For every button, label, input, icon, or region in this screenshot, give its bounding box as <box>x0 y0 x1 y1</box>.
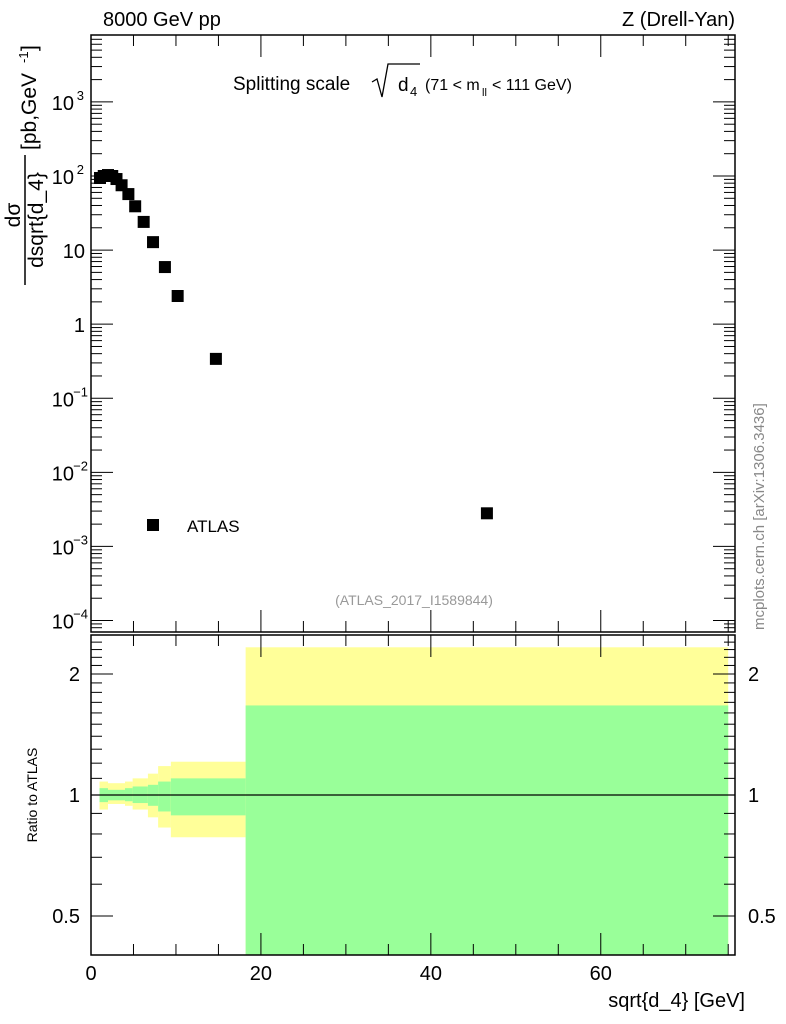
title-ll: ll <box>482 87 487 99</box>
title-rest: (71 < m <box>425 77 480 94</box>
ylabel-close: ] <box>18 45 41 51</box>
ratio-plot: 0 20 40 60 0.5 0.5 1 1 2 2 <box>52 634 776 985</box>
y-tick-label: 10 <box>63 241 85 263</box>
data-point-atlas <box>158 261 171 274</box>
x-tick-label: 60 <box>590 963 612 985</box>
title-main: Splitting scale <box>233 74 350 95</box>
y-tick-label-exponent: −1 <box>73 384 88 399</box>
ylabel-den: dsqrt{d_4} <box>25 172 48 268</box>
y-tick-label: 10 <box>52 463 74 485</box>
legend: ATLAS <box>147 517 240 536</box>
y-axis-label-upper: dσ dsqrt{d_4} [pb,GeV -1 ] <box>2 45 48 285</box>
ratio-y-tick-label-right: 2 <box>748 664 759 686</box>
x-tick-label: 0 <box>85 963 96 985</box>
y-tick-label-exponent: −3 <box>73 532 88 547</box>
data-point-atlas <box>122 188 135 201</box>
y-tick-label-exponent: −4 <box>73 607 88 622</box>
title-sub: 4 <box>410 84 417 99</box>
title-d: d <box>398 75 409 96</box>
header-left: 8000 GeV pp <box>103 9 221 31</box>
data-point-atlas <box>209 352 222 365</box>
y-tick-label: 10 <box>52 93 74 115</box>
ylabel-exp: -1 <box>16 51 31 63</box>
ratio-y-tick-label-right: 1 <box>748 785 759 807</box>
y-axis-label-ratio: Ratio to ATLAS <box>24 748 40 843</box>
ratio-y-tick-label-left: 0.5 <box>52 906 80 928</box>
title-end: < 111 GeV) <box>492 77 572 94</box>
x-tick-label: 20 <box>250 963 272 985</box>
header-right: Z (Drell-Yan) <box>622 9 735 31</box>
data-point-atlas <box>171 290 184 303</box>
upper-frame <box>90 34 736 633</box>
x-tick-label: 40 <box>420 963 442 985</box>
y-tick-label-exponent: 3 <box>77 88 84 103</box>
main-title: Splitting scale d 4 (71 < m ll < 111 GeV… <box>233 63 572 99</box>
legend-label: ATLAS <box>187 517 240 536</box>
x-axis-label: sqrt{d_4} [GeV] <box>608 990 745 1012</box>
data-point-atlas <box>147 236 160 249</box>
data-point-atlas <box>480 507 493 520</box>
y-tick-label-exponent: 2 <box>77 162 84 177</box>
y-tick-label-exponent: −2 <box>73 458 88 473</box>
y-tick-label: 10 <box>52 612 74 634</box>
analysis-label: (ATLAS_2017_I1589844) <box>335 592 493 608</box>
y-tick-label: 1 <box>74 315 85 337</box>
y-tick-label: 10 <box>52 167 74 189</box>
inner-band-bin-5 <box>158 781 171 812</box>
y-tick-label: 10 <box>52 537 74 559</box>
ratio-y-tick-label-right: 0.5 <box>748 906 776 928</box>
sqrt-symbol <box>371 63 420 98</box>
ratio-y-tick-label-left: 2 <box>69 664 80 686</box>
y-tick-label: 10 <box>52 389 74 411</box>
data-point-atlas <box>137 215 150 228</box>
side-label: mcplots.cern.ch [arXiv:1306.3436] <box>751 403 768 630</box>
legend-marker <box>147 519 159 531</box>
inner-band-bin-6 <box>170 778 246 816</box>
ylabel-num: dσ <box>2 203 25 228</box>
ratio-y-tick-label-left: 1 <box>69 785 80 807</box>
inner-band-bin-7 <box>245 705 729 955</box>
ylabel-unit: [pb,GeV <box>18 73 41 150</box>
data-point-atlas <box>129 200 142 213</box>
